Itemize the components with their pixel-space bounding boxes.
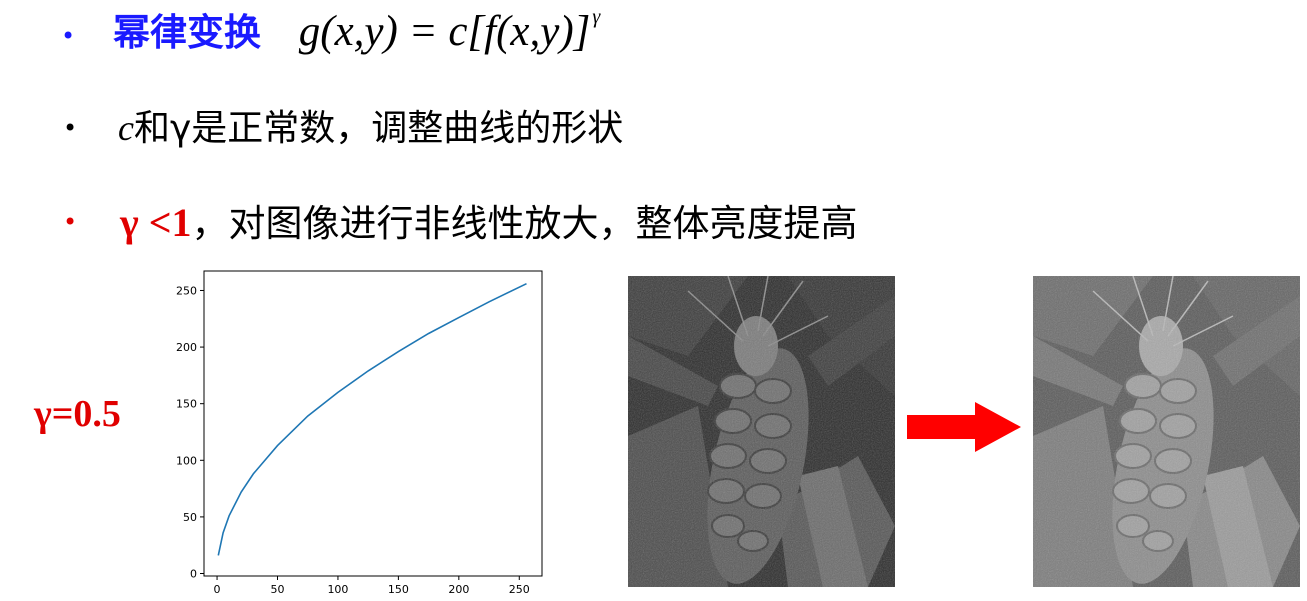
x-tick-label: 250 bbox=[509, 583, 530, 596]
gamma-effect-text: ，对图像进行非线性放大，整体亮度提高 bbox=[191, 202, 858, 245]
bullet-1: • bbox=[61, 22, 76, 50]
constants-text: 和γ是正常数，调整曲线的形状 bbox=[133, 108, 624, 149]
bullet-3: • bbox=[63, 208, 78, 236]
right-arrow-icon bbox=[907, 402, 1021, 452]
y-tick-label: 250 bbox=[176, 284, 197, 297]
constants-description: c和γ是正常数，调整曲线的形状 bbox=[118, 99, 623, 151]
original-image bbox=[628, 276, 895, 587]
power-law-curve bbox=[217, 282, 527, 556]
gamma-value-label: γ=0.5 bbox=[34, 393, 121, 435]
bullet-2: • bbox=[63, 114, 78, 142]
x-tick-label: 50 bbox=[270, 583, 284, 596]
gamma-condition: γ <1 bbox=[120, 200, 192, 245]
formula-exponent: γ bbox=[592, 6, 601, 28]
plot-frame bbox=[203, 270, 543, 577]
y-tick-label: 50 bbox=[183, 511, 197, 524]
x-tick-label: 200 bbox=[448, 583, 469, 596]
var-c: c bbox=[118, 108, 134, 148]
wheat-spike-brightened-picture bbox=[1033, 276, 1300, 587]
wheat-spike-original-picture bbox=[628, 276, 895, 587]
power-law-curve-chart: 0 50 100 150 200 250 0 50 100 150 200 250 bbox=[176, 270, 543, 596]
power-law-formula: g(x,y) = c[f(x,y)] γ bbox=[298, 6, 601, 55]
transformed-image bbox=[1033, 276, 1300, 587]
x-tick-label: 150 bbox=[388, 583, 409, 596]
x-tick-label: 0 bbox=[214, 583, 221, 596]
gamma-less-than-one-description: γ <1，对图像进行非线性放大，整体亮度提高 bbox=[120, 193, 858, 247]
y-tick-label: 150 bbox=[176, 398, 197, 411]
formula-main: g(x,y) = c[f(x,y)] bbox=[298, 8, 591, 55]
x-tick-label: 100 bbox=[327, 583, 348, 596]
chart-ticks: 0 50 100 150 200 250 0 50 100 150 200 250 bbox=[176, 284, 530, 596]
power-law-heading: 幂律变换 g(x,y) = c[f(x,y)] γ bbox=[113, 2, 600, 58]
y-tick-label: 0 bbox=[190, 568, 197, 581]
chart-series bbox=[217, 282, 527, 556]
y-tick-label: 200 bbox=[176, 341, 197, 354]
chart-axes bbox=[203, 270, 543, 577]
y-tick-label: 100 bbox=[176, 454, 197, 467]
heading-title: 幂律变换 bbox=[113, 11, 261, 54]
